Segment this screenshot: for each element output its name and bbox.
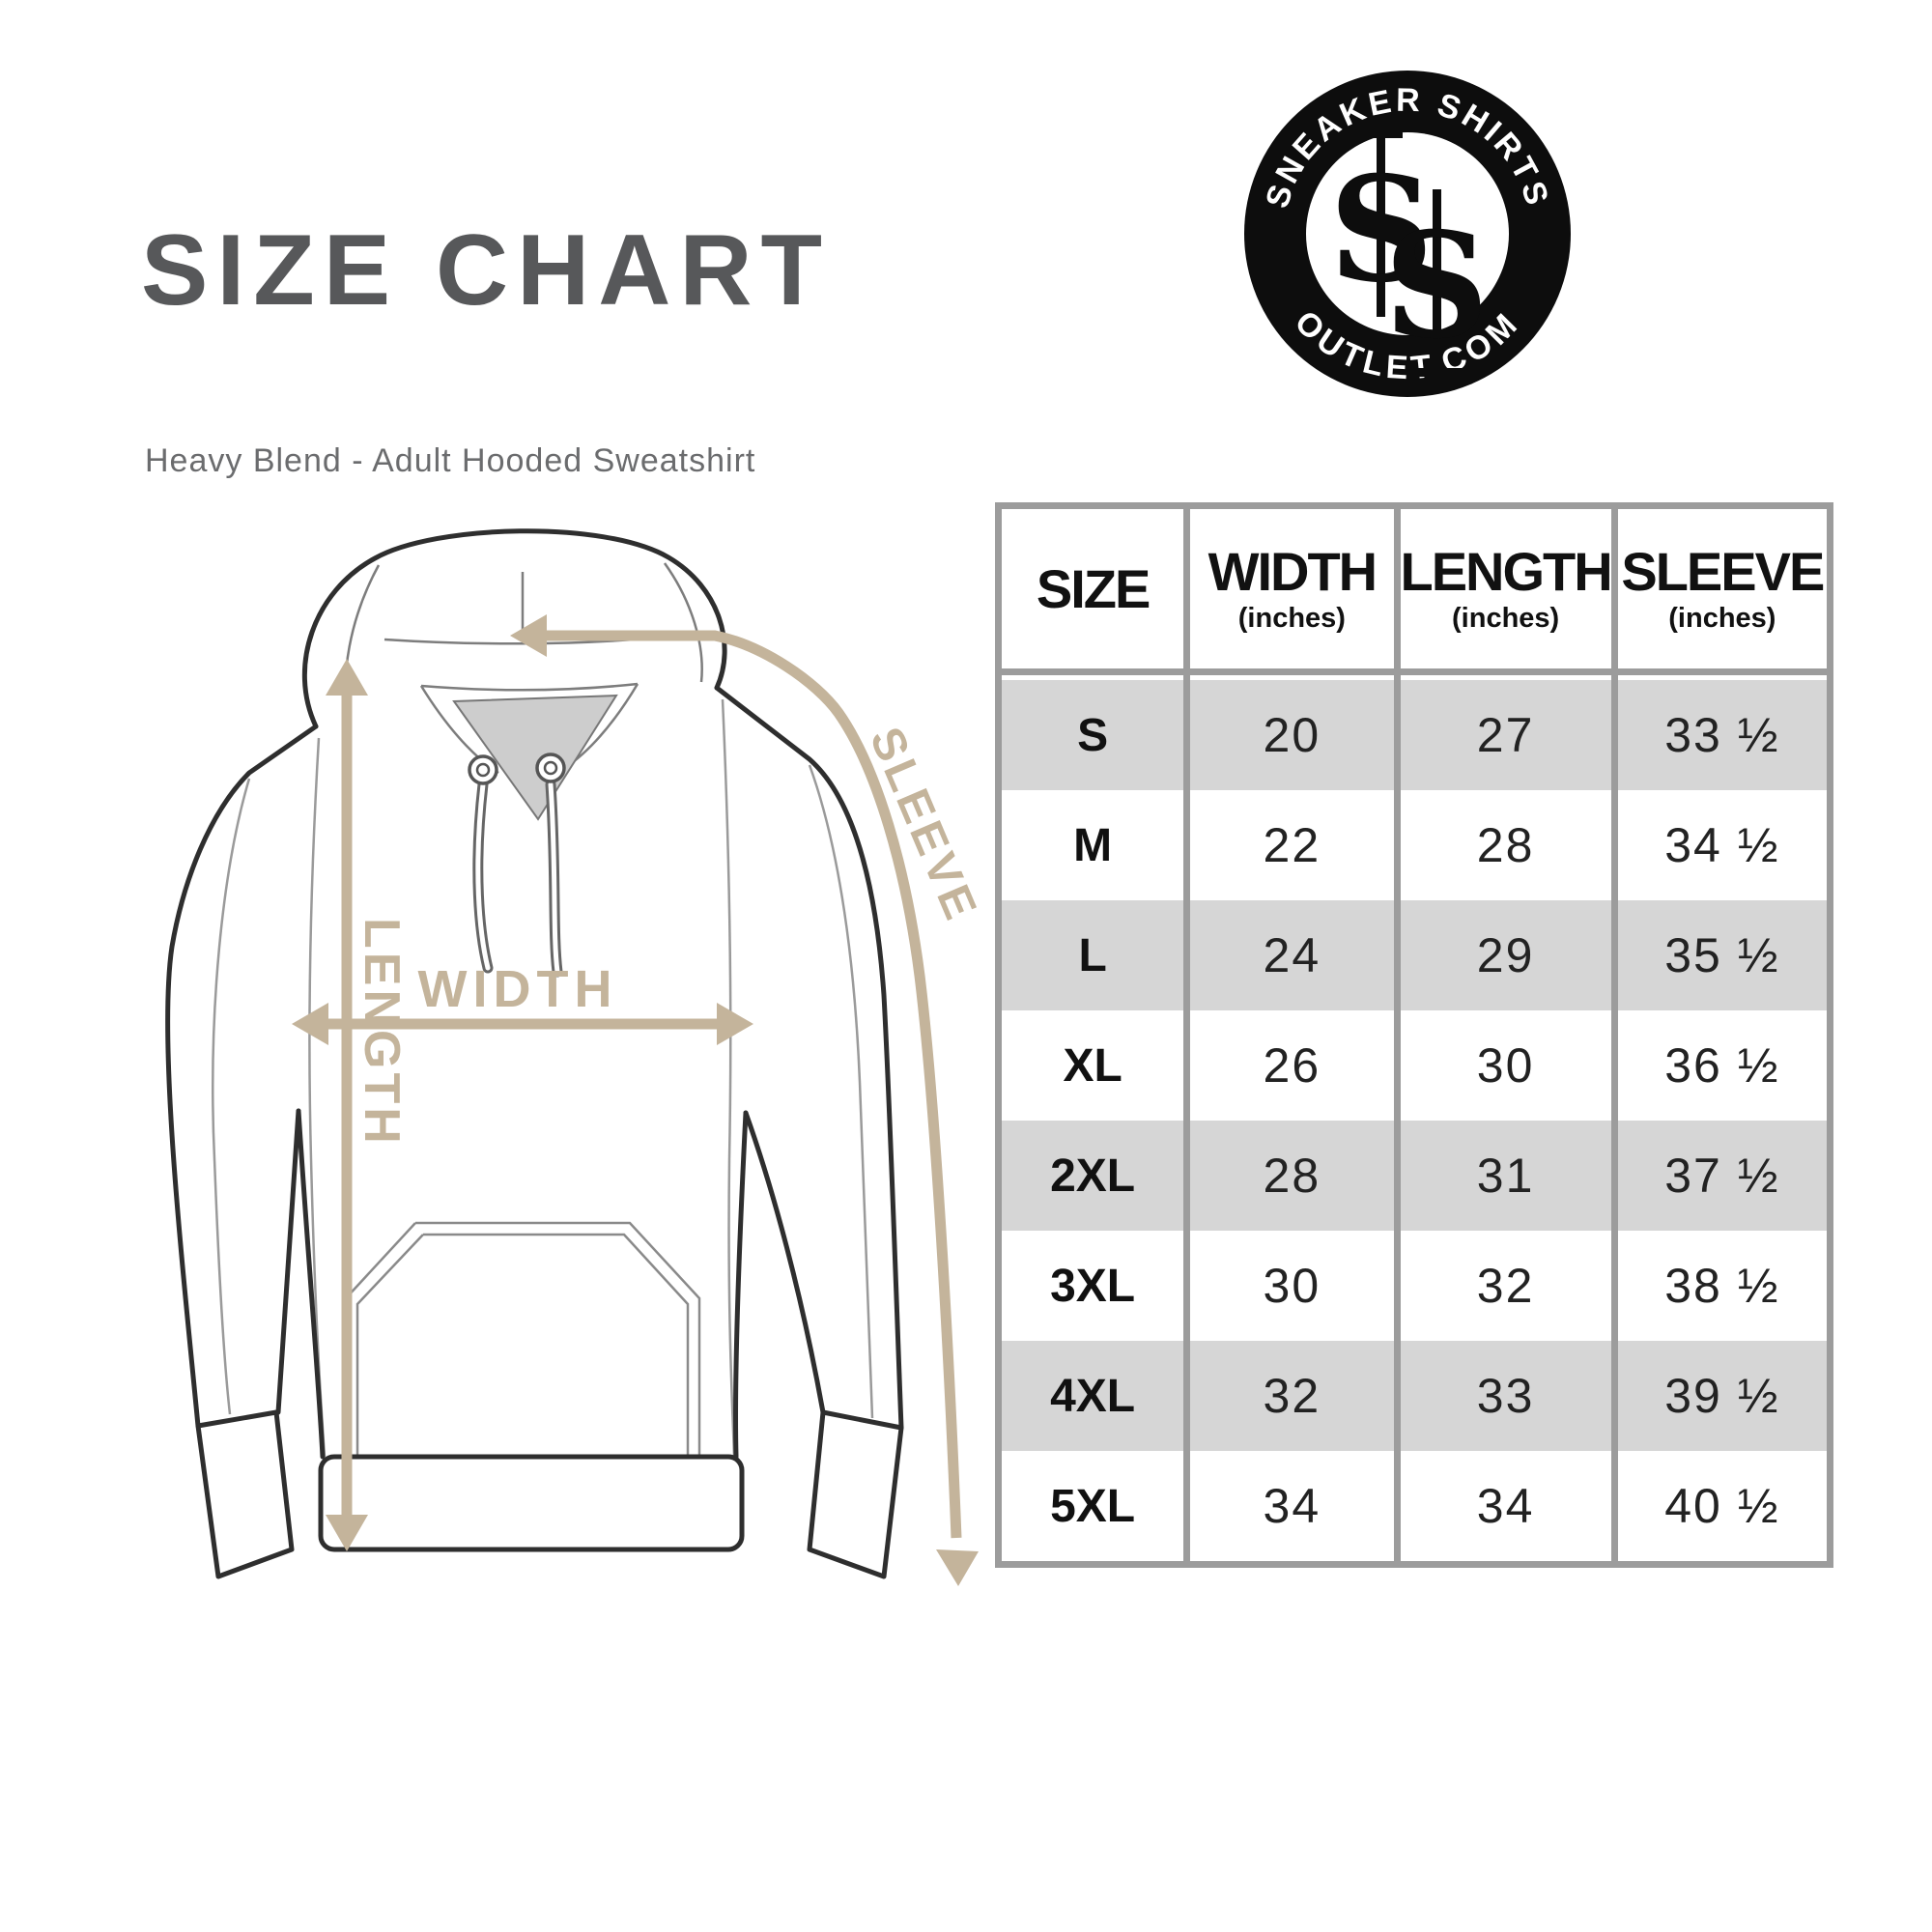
table-cell-width: 20	[1190, 680, 1394, 790]
page-subtitle: Heavy Blend - Adult Hooded Sweatshirt	[145, 442, 756, 479]
sleeve-label: SLEEVE	[860, 721, 987, 930]
table-cell-length: 29	[1400, 900, 1611, 1010]
column-header-sleeve: SLEEVE (inches)	[1617, 509, 1827, 675]
table-cell-size: 4XL	[1002, 1341, 1184, 1451]
hoodie-outline	[165, 528, 904, 1579]
logo-ss-monogram-icon: S S	[1329, 129, 1489, 377]
table-cell-length: 32	[1476, 1259, 1535, 1313]
table-cell-sleeve: 34 ½	[1664, 818, 1780, 872]
table-cell-sleeve: 36 ½	[1664, 1038, 1780, 1093]
table-cell-sleeve: 37 ½	[1617, 1121, 1827, 1231]
table-cell-size: L	[1002, 900, 1184, 1010]
length-label: LENGTH	[354, 918, 410, 1148]
table-cell-size: 3XL	[1050, 1260, 1136, 1312]
table-cell-length: 28	[1476, 818, 1535, 872]
column-header-length: LENGTH (inches)	[1400, 509, 1613, 675]
hoodie-pocket	[344, 1221, 701, 1457]
logo-inner-circle	[1306, 132, 1509, 335]
column-header-label: SLEEVE	[1621, 541, 1825, 602]
size-table: SIZE S M L XL 2XL 3XL 4XL 5XL WIDTH (inc…	[995, 502, 1833, 1568]
width-label: WIDTH	[418, 960, 618, 1018]
table-cell-sleeve: 38 ½	[1664, 1259, 1780, 1313]
table-cell-size: S	[1002, 680, 1184, 790]
column-header-label: WIDTH	[1208, 541, 1378, 602]
column-header-unit: (inches)	[1237, 603, 1346, 634]
table-cell-sleeve: 39 ½	[1617, 1341, 1827, 1451]
column-header-label: SIZE	[1036, 557, 1151, 619]
table-cell-size: XL	[1063, 1039, 1122, 1092]
table-cell-length: 33	[1400, 1341, 1611, 1451]
table-cell-width: 34	[1263, 1479, 1321, 1533]
column-header-unit: (inches)	[1452, 603, 1560, 634]
svg-text:S: S	[1384, 201, 1489, 371]
table-cell-width: 32	[1190, 1341, 1394, 1451]
table-cell-size: 2XL	[1002, 1121, 1184, 1231]
table-column-width: WIDTH (inches) 20 22 24 26 28 30 32 34	[1190, 509, 1394, 1561]
sleeve-arrow-icon	[510, 614, 979, 1586]
table-cell-width: 28	[1190, 1121, 1394, 1231]
length-arrow-icon	[326, 659, 368, 1551]
column-header-width: WIDTH (inches)	[1190, 509, 1394, 675]
hoodie-drawstrings	[468, 753, 566, 978]
table-cell-width: 30	[1263, 1259, 1321, 1313]
table-cell-length: 30	[1476, 1038, 1535, 1093]
table-cell-sleeve: 40 ½	[1664, 1479, 1780, 1533]
column-header-unit: (inches)	[1668, 603, 1776, 634]
table-column-sleeve: SLEEVE (inches) 33 ½ 34 ½ 35 ½ 36 ½ 37 ½…	[1617, 509, 1827, 1561]
table-column-length: LENGTH (inches) 27 28 29 30 31 32 33 34	[1400, 509, 1613, 1561]
table-cell-length: 34	[1476, 1479, 1535, 1533]
hoodie-neck-triangle	[452, 694, 618, 821]
svg-text:S: S	[1329, 145, 1434, 315]
table-cell-length: 31	[1400, 1121, 1611, 1231]
table-column-size: SIZE S M L XL 2XL 3XL 4XL 5XL	[1002, 509, 1184, 1561]
width-arrow-icon	[292, 1003, 753, 1045]
table-cell-width: 24	[1190, 900, 1394, 1010]
table-cell-sleeve: 35 ½	[1617, 900, 1827, 1010]
table-cell-width: 26	[1263, 1038, 1321, 1093]
table-cell-width: 22	[1263, 818, 1321, 872]
table-cell-size: M	[1073, 819, 1113, 871]
table-cell-length: 27	[1400, 680, 1611, 790]
column-header-label: LENGTH	[1400, 541, 1613, 602]
hoodie-diagram: WIDTH LENGTH SLEEVE	[165, 528, 987, 1586]
table-cell-sleeve: 33 ½	[1617, 680, 1827, 790]
page-title: SIZE CHART	[141, 214, 831, 327]
column-header-size: SIZE	[1002, 509, 1184, 675]
measurement-arrows: WIDTH LENGTH SLEEVE	[292, 614, 987, 1586]
table-cell-size: 5XL	[1050, 1480, 1136, 1532]
brand-logo: SNEAKER SHIRTS OUTLET.COM S S	[1244, 71, 1571, 397]
